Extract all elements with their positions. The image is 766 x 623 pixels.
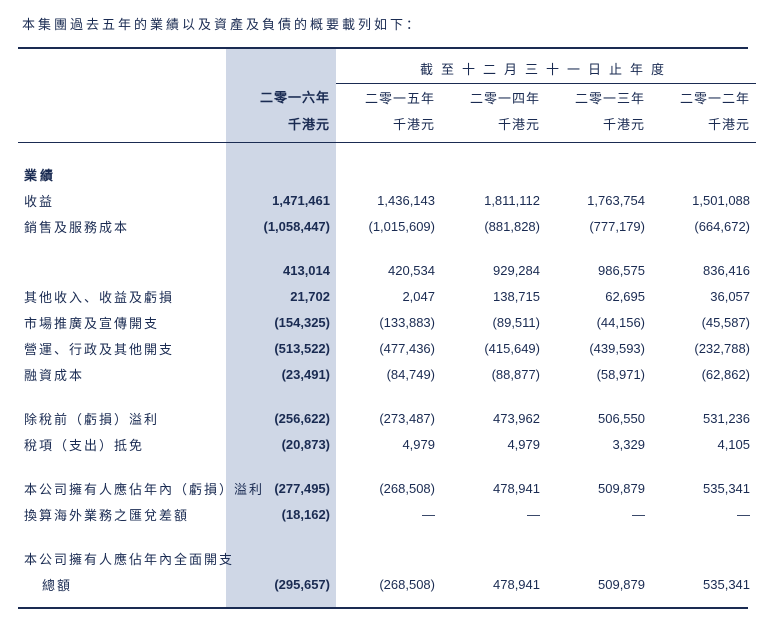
table-row: 除稅前（虧損）溢利(256,622)(273,487)473,962506,55… — [18, 405, 756, 431]
row-label: 本公司擁有人應佔年內（虧損）溢利 — [18, 475, 226, 501]
cell: (20,873) — [226, 431, 336, 457]
cell: 420,534 — [336, 257, 441, 283]
cell: (256,622) — [226, 405, 336, 431]
table-row: 銷售及服務成本(1,058,447)(1,015,609)(881,828)(7… — [18, 213, 756, 239]
cell: 531,236 — [651, 405, 756, 431]
row-label: 總額 — [18, 571, 226, 597]
cell: 1,763,754 — [546, 187, 651, 213]
cell: 2,047 — [336, 283, 441, 309]
col-unit-2: 千港元 — [441, 110, 546, 143]
col-year-4: 二零一二年 — [651, 84, 756, 111]
cell: (439,593) — [546, 335, 651, 361]
cell: (664,672) — [651, 213, 756, 239]
financial-summary-table: 截至十二月三十一日止年度 二零一六年 二零一五年 二零一四年 二零一三年 二零一… — [18, 47, 748, 609]
cell: 138,715 — [441, 283, 546, 309]
cell: 986,575 — [546, 257, 651, 283]
cell: (133,883) — [336, 309, 441, 335]
table-row: 營運、行政及其他開支(513,522)(477,436)(415,649)(43… — [18, 335, 756, 361]
cell: (295,657) — [226, 571, 336, 597]
row-label: 稅項（支出）抵免 — [18, 431, 226, 457]
period-header: 截至十二月三十一日止年度 — [336, 49, 756, 84]
row-label: 本公司擁有人應佔年內全面開支 — [18, 545, 226, 571]
cell: 836,416 — [651, 257, 756, 283]
table-row: 本公司擁有人應佔年內全面開支 — [18, 545, 756, 571]
cell: 4,979 — [441, 431, 546, 457]
row-label: 換算海外業務之匯兌差額 — [18, 501, 226, 527]
row-label — [18, 257, 226, 283]
cell: (44,156) — [546, 309, 651, 335]
cell: 1,471,461 — [226, 187, 336, 213]
col-year-2: 二零一四年 — [441, 84, 546, 111]
table-row: 總額(295,657)(268,508)478,941509,879535,34… — [18, 571, 756, 597]
cell: 478,941 — [441, 571, 546, 597]
cell: 506,550 — [546, 405, 651, 431]
cell: (273,487) — [336, 405, 441, 431]
row-label: 市場推廣及宣傳開支 — [18, 309, 226, 335]
cell: — — [441, 501, 546, 527]
cell: 473,962 — [441, 405, 546, 431]
cell: (268,508) — [336, 475, 441, 501]
col-unit-3: 千港元 — [546, 110, 651, 143]
table-row: 本公司擁有人應佔年內（虧損）溢利(277,495)(268,508)478,94… — [18, 475, 756, 501]
cell: (154,325) — [226, 309, 336, 335]
row-label: 其他收入、收益及虧損 — [18, 283, 226, 309]
cell: 413,014 — [226, 257, 336, 283]
cell: — — [336, 501, 441, 527]
table-row: 融資成本(23,491)(84,749)(88,877)(58,971)(62,… — [18, 361, 756, 387]
cell: 535,341 — [651, 571, 756, 597]
table-row: 收益1,471,4611,436,1431,811,1121,763,7541,… — [18, 187, 756, 213]
cell: (1,015,609) — [336, 213, 441, 239]
cell: (777,179) — [546, 213, 651, 239]
col-unit-4: 千港元 — [651, 110, 756, 143]
cell: (232,788) — [651, 335, 756, 361]
col-year-3: 二零一三年 — [546, 84, 651, 111]
cell: 3,329 — [546, 431, 651, 457]
cell: (513,522) — [226, 335, 336, 361]
cell: (45,587) — [651, 309, 756, 335]
cell: — — [651, 501, 756, 527]
cell: 929,284 — [441, 257, 546, 283]
cell: (477,436) — [336, 335, 441, 361]
cell: 509,879 — [546, 571, 651, 597]
col-year-1: 二零一五年 — [336, 84, 441, 111]
cell: 62,695 — [546, 283, 651, 309]
cell: 509,879 — [546, 475, 651, 501]
table-row: 換算海外業務之匯兌差額(18,162)———— — [18, 501, 756, 527]
section-header: 業績 — [18, 161, 226, 187]
cell: (18,162) — [226, 501, 336, 527]
cell: 4,979 — [336, 431, 441, 457]
cell: (268,508) — [336, 571, 441, 597]
cell: 535,341 — [651, 475, 756, 501]
cell: (89,511) — [441, 309, 546, 335]
cell: (1,058,447) — [226, 213, 336, 239]
cell: (415,649) — [441, 335, 546, 361]
cell: (88,877) — [441, 361, 546, 387]
row-label: 除稅前（虧損）溢利 — [18, 405, 226, 431]
cell: (62,862) — [651, 361, 756, 387]
cell: 21,702 — [226, 283, 336, 309]
row-label: 收益 — [18, 187, 226, 213]
table-row: 市場推廣及宣傳開支(154,325)(133,883)(89,511)(44,1… — [18, 309, 756, 335]
cell: (58,971) — [546, 361, 651, 387]
table-row: 413,014420,534929,284986,575836,416 — [18, 257, 756, 283]
cell: 1,501,088 — [651, 187, 756, 213]
cell: (881,828) — [441, 213, 546, 239]
row-label: 銷售及服務成本 — [18, 213, 226, 239]
cell: (84,749) — [336, 361, 441, 387]
col-unit-0: 千港元 — [226, 110, 336, 143]
table-row: 稅項（支出）抵免(20,873)4,9794,9793,3294,105 — [18, 431, 756, 457]
cell: — — [546, 501, 651, 527]
table-row: 其他收入、收益及虧損21,7022,047138,71562,69536,057 — [18, 283, 756, 309]
row-label: 營運、行政及其他開支 — [18, 335, 226, 361]
cell: (23,491) — [226, 361, 336, 387]
col-unit-1: 千港元 — [336, 110, 441, 143]
cell: 36,057 — [651, 283, 756, 309]
cell: 1,436,143 — [336, 187, 441, 213]
cell: 4,105 — [651, 431, 756, 457]
cell: 1,811,112 — [441, 187, 546, 213]
col-year-0: 二零一六年 — [226, 84, 336, 111]
cell: 478,941 — [441, 475, 546, 501]
row-label: 融資成本 — [18, 361, 226, 387]
intro-text: 本集團過去五年的業績以及資產及負債的概要載列如下： — [22, 14, 748, 33]
